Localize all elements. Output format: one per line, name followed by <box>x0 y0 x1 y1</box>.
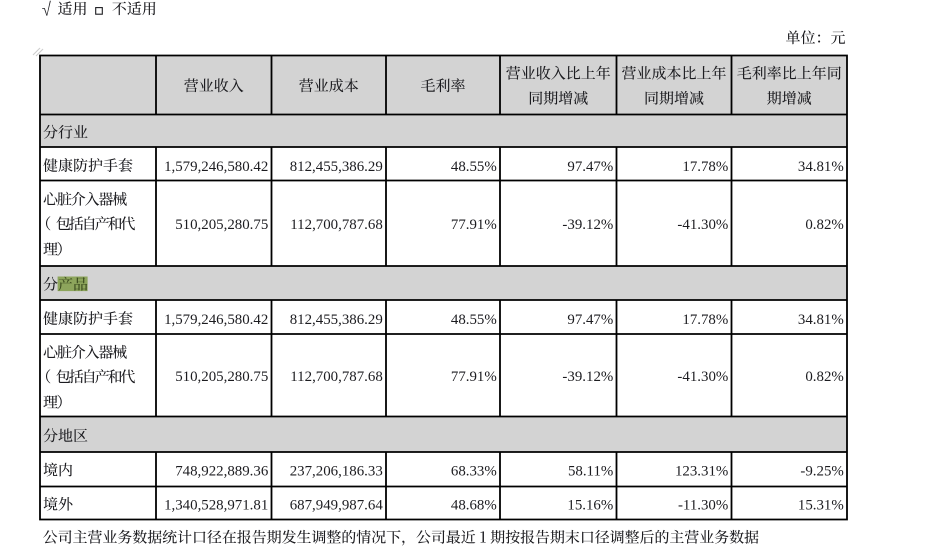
svg-text:123.31%: 123.31% <box>675 463 728 479</box>
svg-text:48.55%: 48.55% <box>451 312 497 328</box>
svg-text:48.68%: 48.68% <box>451 498 497 514</box>
svg-text:510,205,280.75: 510,205,280.75 <box>175 369 268 385</box>
svg-text:68.33%: 68.33% <box>451 463 497 479</box>
svg-text:112,700,787.68: 112,700,787.68 <box>290 217 383 233</box>
svg-text:1,340,528,971.81: 1,340,528,971.81 <box>164 498 268 514</box>
svg-text:812,455,386.29: 812,455,386.29 <box>290 312 383 328</box>
svg-text:1,579,246,580.42: 1,579,246,580.42 <box>164 159 268 175</box>
svg-text:77.91%: 77.91% <box>451 369 497 385</box>
svg-text:1,579,246,580.42: 1,579,246,580.42 <box>164 312 268 328</box>
svg-text:-41.30%: -41.30% <box>677 217 728 233</box>
svg-text:-11.30%: -11.30% <box>678 498 728 514</box>
svg-text:510,205,280.75: 510,205,280.75 <box>175 217 268 233</box>
svg-text:748,922,889.36: 748,922,889.36 <box>175 463 268 479</box>
svg-text:48.55%: 48.55% <box>451 159 497 175</box>
svg-text:-39.12%: -39.12% <box>562 369 613 385</box>
svg-text:0.82%: 0.82% <box>805 217 843 233</box>
svg-text:687,949,987.64: 687,949,987.64 <box>290 498 384 514</box>
svg-text:-41.30%: -41.30% <box>677 369 728 385</box>
svg-text:58.11%: 58.11% <box>568 463 613 479</box>
svg-text:-9.25%: -9.25% <box>800 463 843 479</box>
svg-text:17.78%: 17.78% <box>682 312 728 328</box>
svg-text:17.78%: 17.78% <box>682 159 728 175</box>
svg-text:15.16%: 15.16% <box>567 498 613 514</box>
svg-text:97.47%: 97.47% <box>567 159 613 175</box>
svg-text:112,700,787.68: 112,700,787.68 <box>290 369 383 385</box>
svg-text:15.31%: 15.31% <box>798 498 844 514</box>
svg-text:34.81%: 34.81% <box>798 159 844 175</box>
svg-text:97.47%: 97.47% <box>567 312 613 328</box>
svg-text:-39.12%: -39.12% <box>562 217 613 233</box>
svg-text:77.91%: 77.91% <box>451 217 497 233</box>
svg-text:237,206,186.33: 237,206,186.33 <box>290 463 383 479</box>
svg-text:812,455,386.29: 812,455,386.29 <box>290 159 383 175</box>
svg-text:34.81%: 34.81% <box>798 312 844 328</box>
svg-text:0.82%: 0.82% <box>805 369 843 385</box>
